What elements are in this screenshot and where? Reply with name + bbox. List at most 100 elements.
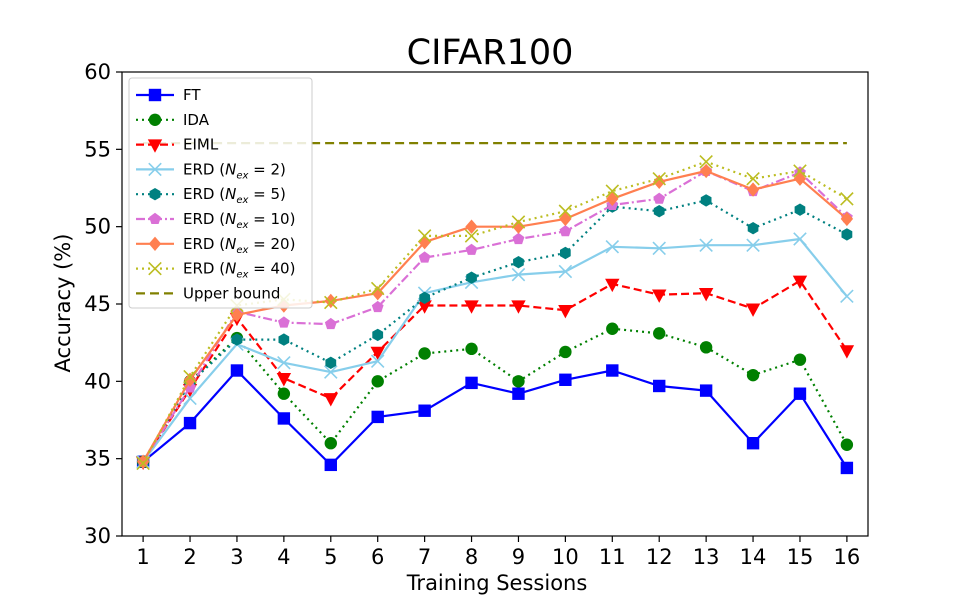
data-point [512,219,525,234]
x-tick-label: 3 [230,545,243,569]
data-point [559,211,572,227]
x-tick-label: 15 [787,545,814,569]
legend-item: Upper bound [136,284,280,302]
series-line [142,169,848,463]
data-point [746,368,760,382]
data-point [418,404,431,417]
data-point [699,163,713,179]
legend-box [128,77,313,309]
x-tick-label: 9 [512,545,525,569]
data-point [605,278,620,293]
data-point [324,317,337,330]
data-point [372,328,384,342]
data-point [653,327,666,340]
x-tick-label: 11 [599,545,626,569]
data-point [793,164,807,178]
data-point [840,211,854,227]
y-tick-label: 40 [84,369,111,393]
data-point [278,316,290,328]
data-point [324,295,338,310]
series-1 [136,322,854,468]
data-point [324,437,337,450]
data-point [277,387,291,400]
data-point [512,387,525,400]
series-line [142,199,848,463]
data-point [840,438,854,451]
data-point [560,246,571,260]
data-point [746,238,760,252]
x-tick-label: 8 [465,545,478,569]
data-point [512,375,525,388]
y-axis: 30 35 40 45 50 55 60 [84,60,122,548]
data-point [371,285,384,301]
data-point [325,356,337,369]
data-point [370,354,385,368]
data-point [511,267,526,282]
x-tick-label: 2 [183,545,196,569]
data-point [277,356,291,370]
legend-item: ERD (Nex = 5) [136,185,286,206]
x-tick-label: 13 [693,545,720,569]
legend-marker [147,139,163,153]
data-point [840,461,854,475]
data-point [745,303,761,317]
data-point [699,154,713,169]
data-point [840,289,854,304]
data-point [792,275,808,289]
data-point [371,375,384,388]
data-point [793,171,807,186]
legend-marker [148,88,162,102]
data-point [699,341,713,354]
legend-label: Upper bound [183,284,280,302]
data-point [465,219,478,234]
data-point [746,171,760,186]
data-point [746,182,760,197]
y-tick-label: 35 [84,447,111,471]
legend-label: IDA [183,111,210,129]
data-point [558,304,573,319]
data-point [371,410,384,424]
data-point [511,215,526,229]
data-point [465,376,478,390]
y-tick-label: 50 [84,215,111,239]
data-point [512,232,525,245]
data-point [606,364,619,377]
data-point [652,241,666,256]
legend-label: ERD (Nex = 10) [183,210,295,231]
legend-item: EIML [136,136,219,154]
data-point [793,232,807,246]
x-tick-label: 1 [136,545,149,569]
legend-item: ERD (Nex = 2) [136,160,286,181]
data-point [418,251,431,263]
data-point [465,342,478,356]
legend-label: ERD (Nex = 2) [183,160,286,181]
x-tick-label: 14 [740,545,767,569]
data-point [559,225,572,237]
data-point [653,205,665,218]
legend-marker [149,212,161,224]
data-point [417,229,432,243]
data-point [746,437,760,450]
legend: FT IDA EIML ERD (Nex = 2) ERD (Nex = 5) ERD (… [128,77,313,309]
data-point [558,264,573,279]
data-point [747,222,759,235]
legend-marker [148,261,162,276]
legend-item: FT [136,86,201,104]
data-point [606,191,619,207]
data-point [840,192,854,206]
x-tick-label: 6 [371,545,384,569]
series-line [142,237,848,463]
data-point [324,365,338,379]
data-point [230,364,244,377]
data-point [793,387,807,400]
x-tick-label: 5 [324,545,337,569]
y-axis-label: Accuracy (%) [51,234,75,373]
legend-marker [148,162,162,177]
x-tick-label: 7 [418,545,431,569]
series-line [142,279,848,463]
data-point [324,458,337,472]
x-axis: 1 2 3 4 5 6 7 8 9 10 11 12 13 14 15 16 [136,536,860,569]
data-point [839,345,855,359]
chart-title: CIFAR100 [407,33,574,73]
data-point [794,203,806,216]
